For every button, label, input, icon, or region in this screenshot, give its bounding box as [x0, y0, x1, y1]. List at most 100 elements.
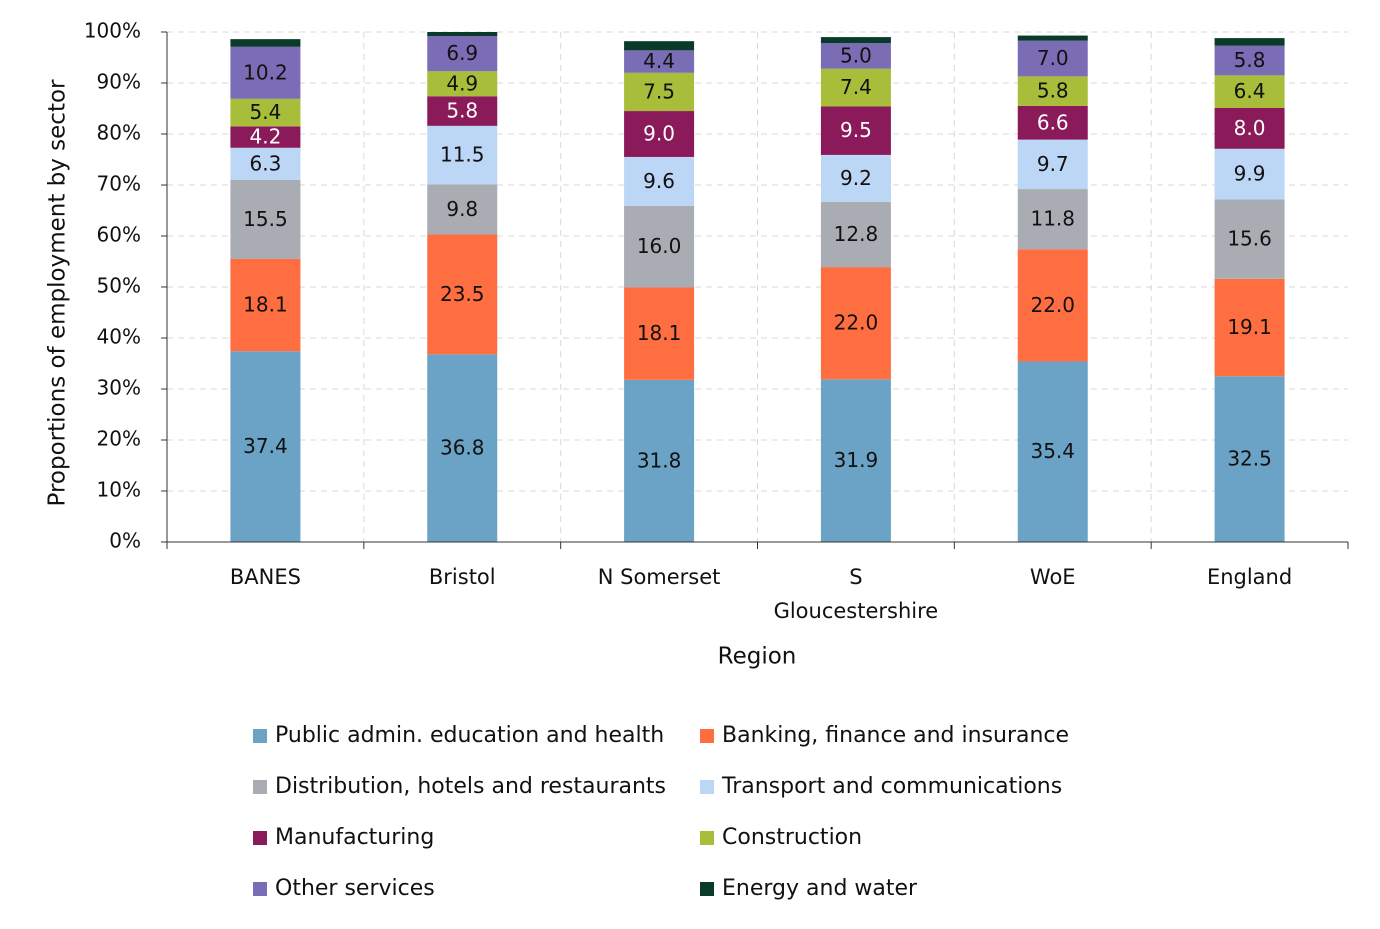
bar-segment [624, 205, 695, 288]
bar-segment [427, 96, 498, 126]
bar-segment [1214, 278, 1285, 377]
y-tick-label: 80% [97, 121, 141, 145]
y-axis-title: Proportions of employment by sector [45, 79, 71, 507]
legend-swatch [700, 780, 714, 794]
y-tick-label: 60% [97, 223, 141, 247]
bar-segment [1214, 75, 1285, 108]
data-label: 5.8 [446, 99, 478, 123]
legend-swatch [253, 831, 267, 845]
x-axis-title: Region [718, 644, 797, 670]
bar-segment [1017, 35, 1088, 41]
bar-segment [230, 46, 301, 99]
bar-segment [624, 156, 695, 206]
data-label: 31.9 [834, 448, 879, 472]
data-label: 9.0 [643, 122, 675, 146]
data-label: 5.4 [250, 100, 282, 124]
y-tick-label: 40% [97, 325, 141, 349]
bar-segment [1017, 139, 1088, 190]
data-label: 31.8 [637, 448, 682, 472]
legend-label: Manufacturing [275, 825, 434, 850]
y-tick-label: 10% [97, 478, 141, 502]
bar-segment [1017, 249, 1088, 362]
data-label: 9.6 [643, 169, 675, 193]
bar-segment [230, 147, 301, 180]
bar-segment [427, 354, 498, 542]
bar-segment [427, 184, 498, 235]
bar-segment [230, 126, 301, 148]
bar-segment [820, 154, 891, 202]
data-label: 6.6 [1037, 110, 1069, 134]
legend-label: Other services [275, 876, 435, 901]
data-label: 11.5 [440, 143, 485, 167]
bar-segment [820, 379, 891, 542]
bar-segment [1017, 361, 1088, 542]
data-label: 9.9 [1234, 162, 1266, 186]
bar-segment [820, 43, 891, 69]
bar-segment [1214, 45, 1285, 76]
data-label: 15.5 [243, 207, 288, 231]
bar-segment [427, 32, 498, 37]
bar-segment [230, 39, 301, 47]
bar-segment [230, 98, 301, 127]
data-label: 22.0 [1030, 293, 1075, 317]
y-tick-label: 100% [84, 19, 141, 43]
bar-segment [820, 37, 891, 44]
data-label: 4.4 [643, 49, 675, 73]
legend-label: Transport and communications [721, 774, 1062, 799]
data-label: 4.2 [250, 125, 282, 149]
data-label: 37.4 [243, 434, 288, 458]
y-tick-label: 90% [97, 70, 141, 94]
bar-segment [1214, 199, 1285, 279]
data-label: 8.0 [1234, 116, 1266, 140]
bar-segment [1214, 107, 1285, 149]
data-label: 35.4 [1030, 439, 1075, 463]
data-label: 9.5 [840, 118, 872, 142]
legend-swatch [700, 831, 714, 845]
legend-swatch [253, 780, 267, 794]
bar-segment [624, 379, 695, 542]
x-tick-label: S Gloucestershire [773, 565, 939, 623]
bar-segment [1017, 105, 1088, 140]
data-label: 7.4 [840, 75, 872, 99]
data-label: 32.5 [1227, 447, 1272, 471]
data-label: 6.3 [250, 151, 282, 175]
data-label: 12.8 [834, 222, 879, 246]
data-label: 9.8 [446, 197, 478, 221]
data-label: 7.0 [1037, 46, 1069, 70]
data-label: 9.7 [1037, 152, 1069, 176]
x-tick-label: N Somerset [597, 565, 721, 589]
legend-swatch [700, 729, 714, 743]
bar-segment [624, 41, 695, 51]
data-label: 16.0 [637, 234, 682, 258]
bar-segment [230, 179, 301, 259]
bar-segment [820, 106, 891, 155]
bar-segment [1017, 76, 1088, 106]
bar-segment [1214, 38, 1285, 46]
x-tick-label: England [1206, 565, 1293, 589]
bar-segment [624, 111, 695, 157]
y-tick-label: 0% [109, 529, 141, 553]
y-tick-label: 30% [97, 376, 141, 400]
legend-label: Construction [722, 825, 862, 850]
bar-segment [624, 50, 695, 73]
x-tick-label: BANES [229, 565, 301, 589]
y-tick-label: 20% [97, 427, 141, 451]
legend-label: Distribution, hotels and restaurants [275, 774, 666, 799]
data-label: 22.0 [834, 311, 879, 335]
legend-swatch [253, 882, 267, 896]
bar-segment [1017, 40, 1088, 77]
data-label: 23.5 [440, 282, 485, 306]
data-label: 6.9 [446, 41, 478, 65]
data-label: 9.2 [840, 166, 872, 190]
legend-label: Banking, finance and insurance [722, 723, 1069, 748]
bar-segment [820, 267, 891, 380]
legend-swatch [700, 882, 714, 896]
bar-segment [820, 201, 891, 268]
data-label: 18.1 [637, 321, 682, 345]
bar-segment [230, 258, 301, 352]
y-tick-label: 70% [97, 172, 141, 196]
bar-segment [427, 234, 498, 355]
y-tick-label: 50% [97, 274, 141, 298]
bar-segment [624, 287, 695, 380]
